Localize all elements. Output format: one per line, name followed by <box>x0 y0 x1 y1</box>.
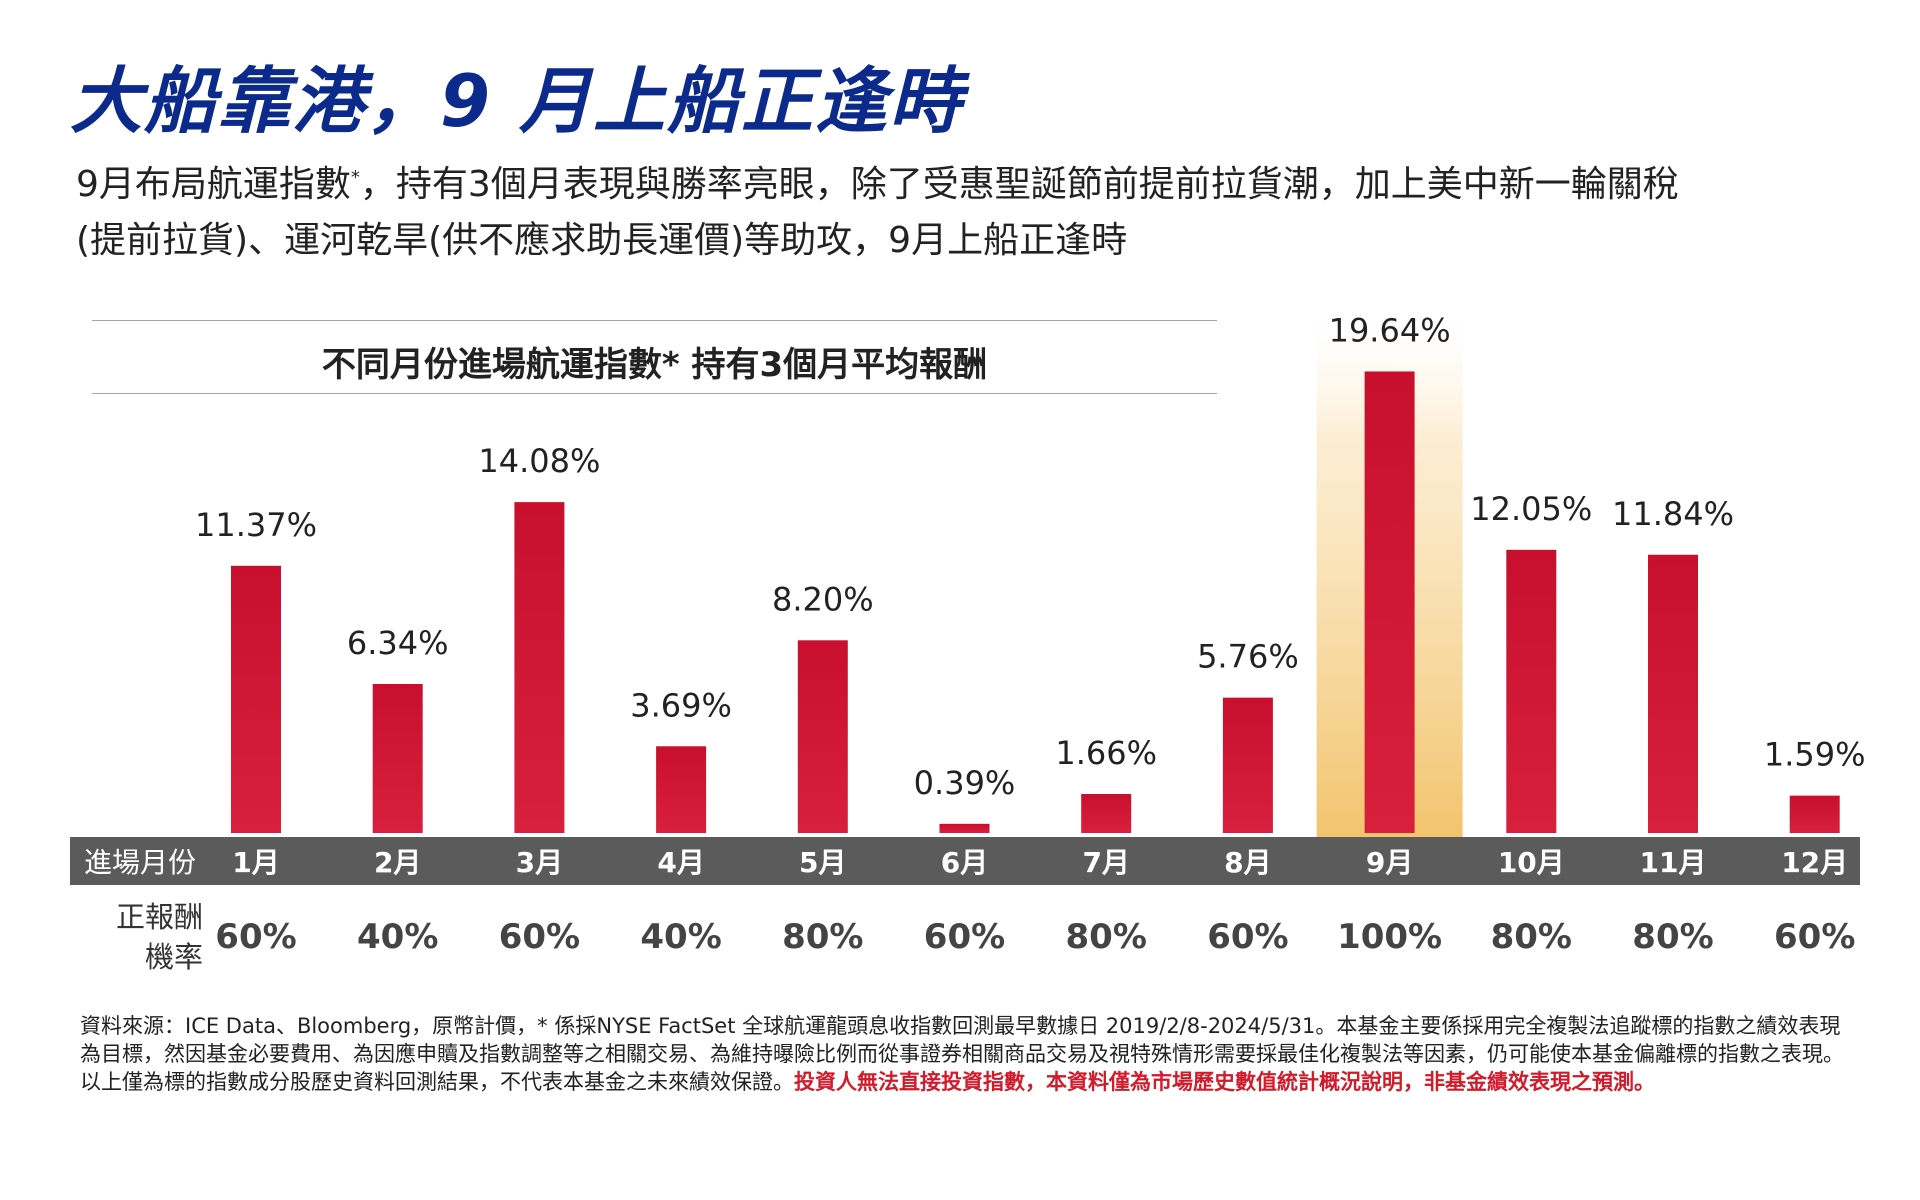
bar-value-label: 5.76% <box>1197 638 1299 676</box>
positive-rate-label: 60% <box>1774 917 1855 957</box>
bar-value-label: 3.69% <box>630 686 732 724</box>
x-tick-label: 9月 <box>1366 846 1413 879</box>
positive-rate-label: 80% <box>1066 917 1147 957</box>
footnote-warning: 投資人無法直接投資指數，本資料僅為市場歷史數值統計概況說明，非基金績效表現之預測… <box>794 1070 1655 1094</box>
rate-row-label-line2: 機率 <box>145 940 203 974</box>
positive-rate-label: 60% <box>1207 917 1288 957</box>
bar-value-label: 1.66% <box>1055 734 1157 772</box>
x-tick-label: 8月 <box>1224 846 1271 879</box>
positive-rate-label: 40% <box>640 917 721 957</box>
positive-rate-label: 60% <box>499 917 580 957</box>
bar-value-label: 12.05% <box>1470 490 1592 528</box>
x-row-label: 進場月份 <box>84 846 196 879</box>
positive-rate-label: 60% <box>215 917 296 957</box>
chart-title-box: 不同月份進場航運指數* 持有3個月平均報酬 <box>92 320 1217 394</box>
bar-value-label: 8.20% <box>772 580 874 618</box>
bar-value-label: 6.34% <box>347 624 449 662</box>
subtitle-footnote-mark: * <box>350 167 360 188</box>
bar <box>1648 554 1698 833</box>
bar <box>939 823 990 833</box>
positive-rate-label: 80% <box>1632 917 1713 957</box>
bar-value-label: 11.37% <box>195 506 317 544</box>
rate-row-label-line1: 正報酬 <box>116 900 203 934</box>
bar-value-label: 19.64% <box>1329 311 1451 349</box>
bar <box>656 746 707 833</box>
bar <box>797 640 848 833</box>
x-axis-band <box>70 837 1860 885</box>
x-tick-label: 6月 <box>941 846 988 879</box>
positive-rate-label: 80% <box>1491 917 1572 957</box>
bar-value-label: 0.39% <box>914 764 1016 802</box>
bar <box>372 684 423 833</box>
x-tick-label: 12月 <box>1781 846 1848 879</box>
bar <box>1081 793 1132 833</box>
positive-rate-label: 80% <box>782 917 863 957</box>
positive-rate-label: 60% <box>924 917 1005 957</box>
bar <box>1364 371 1415 833</box>
x-tick-label: 1月 <box>232 846 279 879</box>
footnote-text: 資料來源：ICE Data、Bloomberg，原幣計價，* 係採NYSE Fa… <box>80 1014 1844 1094</box>
bar <box>1789 795 1840 833</box>
bar-value-label: 11.84% <box>1612 495 1734 533</box>
x-tick-label: 3月 <box>516 846 563 879</box>
page-title: 大船靠港，9 月上船正逢時 <box>70 59 964 143</box>
x-tick-label: 7月 <box>1082 846 1129 879</box>
footnote: 資料來源：ICE Data、Bloomberg，原幣計價，* 係採NYSE Fa… <box>80 1012 1850 1096</box>
bar <box>514 502 565 833</box>
bar <box>1222 697 1273 833</box>
positive-rate-label: 100% <box>1337 917 1442 957</box>
bar-value-label: 14.08% <box>478 442 600 480</box>
bar-chart: 11.37% 6.34% 14.08% 3.69% 8.20% 0.39% 1.66% 5.7… <box>70 300 1866 974</box>
bar <box>231 565 281 833</box>
positive-rate-label: 40% <box>357 917 438 957</box>
x-tick-label: 4月 <box>657 846 704 879</box>
x-tick-label: 11月 <box>1640 846 1707 879</box>
x-tick-label: 10月 <box>1498 846 1565 879</box>
bar-value-label: 1.59% <box>1764 736 1866 774</box>
x-tick-label: 5月 <box>799 846 846 879</box>
chart-title: 不同月份進場航運指數* 持有3個月平均報酬 <box>321 345 988 385</box>
x-tick-label: 2月 <box>374 846 421 879</box>
subtitle-text-2: ，持有3個月表現與勝率亮眼，除了受惠聖誕節前提前拉貨潮，加上美中新一輪關稅(提前… <box>76 164 1679 261</box>
bar <box>1506 549 1557 833</box>
subtitle-text-1: 9月布局航運指數 <box>76 164 351 205</box>
page-subtitle: 9月布局航運指數*，持有3個月表現與勝率亮眼，除了受惠聖誕節前提前拉貨潮，加上美… <box>76 150 1726 269</box>
